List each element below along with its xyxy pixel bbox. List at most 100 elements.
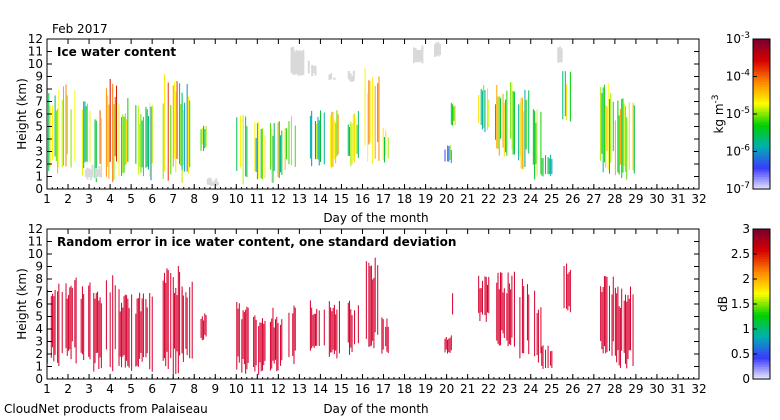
- colorbar-swatch: [753, 271, 770, 275]
- y-tick-label: 1: [35, 170, 43, 184]
- cloud-column: [184, 102, 186, 172]
- cloud-column: [626, 117, 628, 180]
- cloud-column: [351, 315, 353, 353]
- colorbar-swatch: [753, 74, 770, 78]
- cloud-column: [372, 76, 374, 164]
- colorbar-tick-label: 1.5: [731, 297, 750, 311]
- cloud-column: [626, 301, 628, 369]
- colorbar-swatch: [753, 304, 770, 308]
- cloud-column: [99, 297, 101, 358]
- cloud-column: [356, 124, 358, 154]
- colorbar-tick-label: 2: [742, 272, 750, 286]
- credit-label: CloudNet products from Palaiseau: [4, 402, 208, 416]
- cloud-event: [519, 278, 530, 359]
- cloud-column: [137, 297, 139, 367]
- cloud-column: [170, 105, 172, 175]
- uncertain-column: [419, 49, 422, 62]
- x-tick-label: 6: [148, 192, 156, 206]
- cloud-column: [317, 116, 319, 160]
- cloud-event: [600, 276, 614, 356]
- cloud-column: [86, 103, 88, 163]
- cloud-column: [601, 291, 603, 350]
- error-title: Random error in ice water content, one s…: [57, 235, 456, 249]
- cloud-column: [95, 293, 97, 354]
- uncertain-column: [300, 51, 303, 76]
- cloud-column: [349, 127, 351, 157]
- cloud-column: [354, 113, 356, 163]
- cloud-column: [68, 295, 70, 351]
- colorbar-swatch: [753, 256, 770, 260]
- colorbar-swatch: [753, 156, 770, 160]
- cloud-column: [331, 311, 333, 353]
- x-tick-label: 24: [523, 192, 538, 206]
- cloud-column: [135, 105, 137, 164]
- cloud-column: [319, 110, 322, 162]
- x-tick-label: 17: [376, 192, 391, 206]
- cloud-column: [309, 115, 311, 159]
- cloud-column: [497, 96, 499, 149]
- uncertain-column: [298, 50, 301, 76]
- cloud-column: [383, 136, 385, 163]
- cloud-column: [481, 90, 483, 130]
- cloud-column: [536, 109, 538, 177]
- uncertain-column: [421, 45, 424, 64]
- uncertain-column: [89, 169, 92, 180]
- cloud-column: [147, 115, 149, 170]
- colorbar-swatch: [753, 339, 770, 343]
- cloud-event: [47, 89, 60, 174]
- uncertain-column: [311, 64, 314, 77]
- cloud-column: [284, 127, 286, 171]
- colorbar-swatch: [753, 126, 770, 130]
- cloud-column: [191, 281, 193, 359]
- iwc-units-base: kg m: [712, 103, 726, 133]
- x-tick-label: 1: [43, 192, 51, 206]
- cloud-column: [185, 292, 187, 349]
- cloud-column: [49, 105, 51, 167]
- colorbar-swatch: [753, 119, 770, 123]
- x-tick-label: 2: [64, 192, 72, 206]
- uncertain-column: [216, 181, 219, 186]
- colorbar-tick-label: 1: [742, 322, 750, 336]
- cloud-column: [330, 307, 332, 353]
- cloud-column: [263, 323, 265, 366]
- colorbar-swatch: [753, 371, 770, 375]
- cloud-column: [370, 265, 372, 346]
- y-tick-label: 6: [35, 297, 43, 311]
- cloud-column: [618, 306, 620, 366]
- colorbar-swatch: [753, 234, 770, 238]
- cloud-event: [200, 125, 207, 152]
- cloud-event: [347, 300, 359, 355]
- cloud-column: [498, 289, 500, 346]
- uncertain-column: [213, 180, 216, 185]
- cloud-column: [277, 323, 279, 371]
- cloud-column: [335, 314, 337, 351]
- cloud-event: [534, 290, 542, 363]
- cloud-column: [124, 294, 126, 368]
- cloud-column: [81, 286, 83, 355]
- uncertain-column: [215, 178, 218, 187]
- cloud-event: [284, 116, 296, 171]
- colorbar-swatch: [753, 331, 770, 335]
- cloud-column: [568, 272, 570, 307]
- x-tick-label: 6: [148, 382, 156, 396]
- y-tick-label: 0: [35, 182, 43, 196]
- cloud-column: [374, 257, 376, 333]
- cloud-column: [162, 280, 164, 361]
- uncertain-column: [292, 46, 295, 75]
- cloud-column: [167, 82, 169, 181]
- y-tick-label: 10: [28, 57, 43, 71]
- cloud-column: [332, 307, 334, 350]
- iwc-axes: 1 2 3 4 5 6 7 8 9 10 11 12 13 14 15 16 17 18 19 20 21 22 23 24 2…: [28, 32, 707, 206]
- colorbar-swatch: [753, 99, 770, 103]
- cloud-column: [127, 298, 129, 367]
- cloud-column: [141, 120, 143, 168]
- cloud-column: [163, 272, 165, 359]
- cloud-column: [632, 294, 634, 366]
- uncertain-column: [206, 178, 209, 185]
- x-tick-label: 19: [418, 382, 433, 396]
- cloud-column: [146, 109, 148, 167]
- cloud-column: [89, 110, 91, 163]
- cloud-event: [181, 84, 191, 174]
- cloud-column: [311, 110, 313, 167]
